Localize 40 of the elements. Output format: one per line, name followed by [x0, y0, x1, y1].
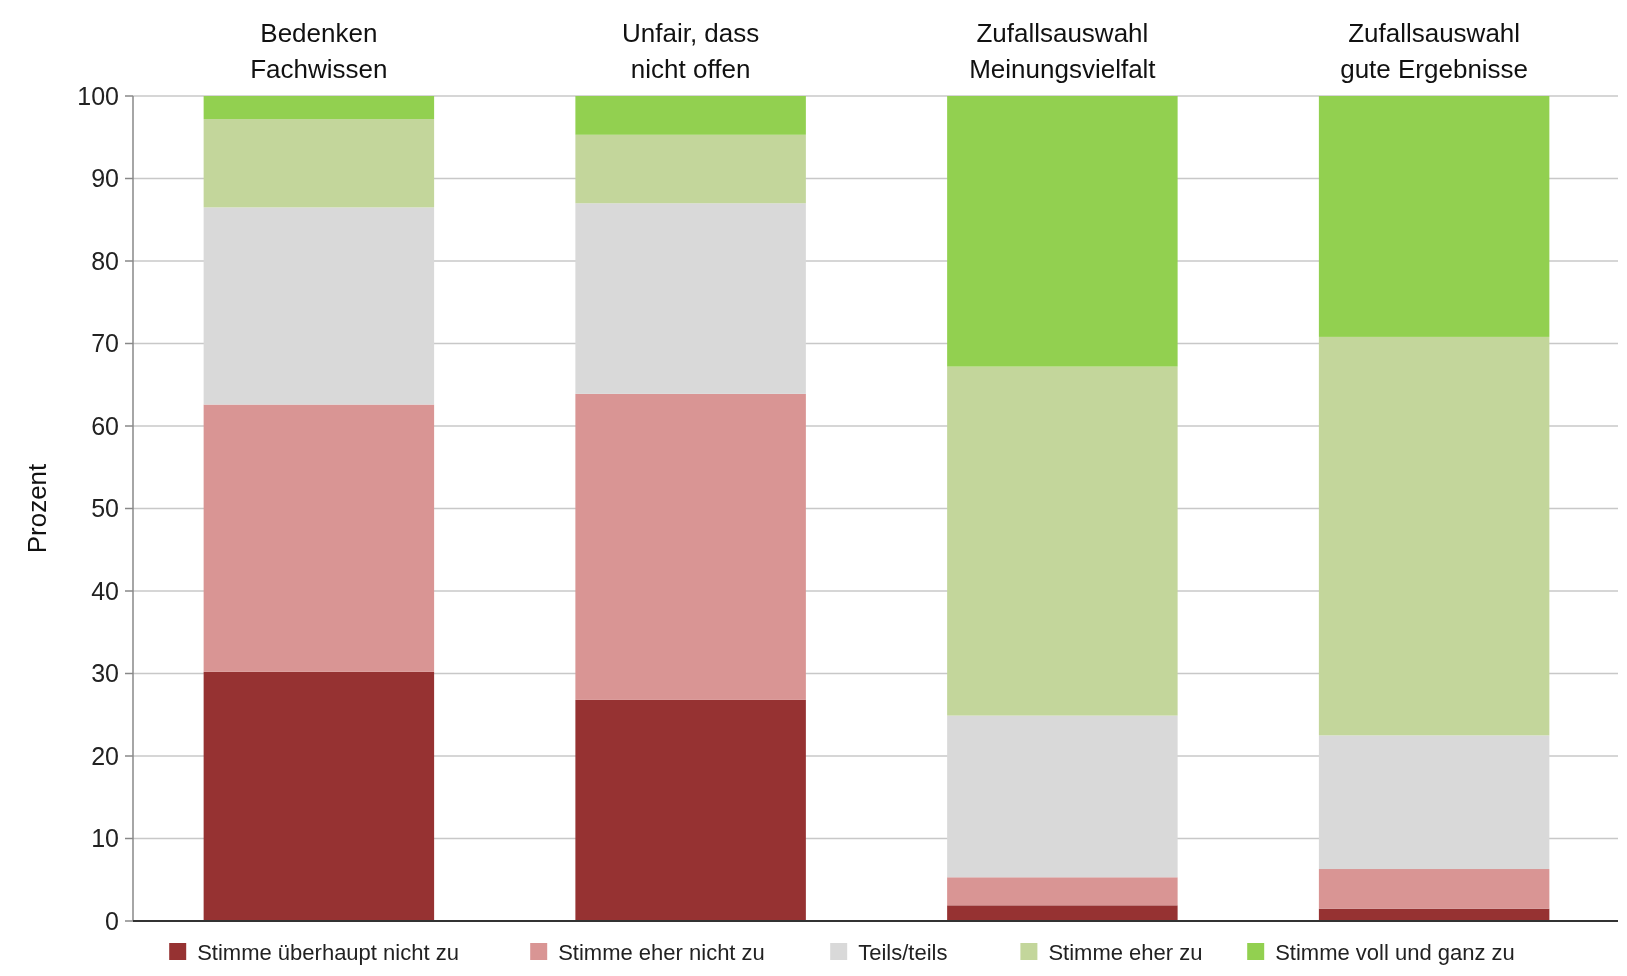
bar — [203, 671, 435, 921]
bar — [947, 96, 1178, 367]
y-tick-label: 70 — [91, 329, 119, 358]
y-axis-title: Prozent — [22, 462, 52, 554]
legend-label: Teils/teils — [858, 939, 948, 965]
bar — [203, 96, 435, 120]
y-tick-label: 0 — [105, 906, 119, 935]
x-tick-label: Unfair, dass nicht offen — [621, 18, 760, 84]
bar — [947, 877, 1178, 906]
legend-label: Stimme eher nicht zu — [558, 939, 765, 965]
bar — [1318, 336, 1550, 736]
y-tick-label: 10 — [91, 824, 119, 853]
bar — [203, 207, 435, 405]
x-tick-label: Zufallsauswahl gute Ergebnisse — [1340, 18, 1529, 84]
x-tick-label: Bedenken Fachwissen — [250, 18, 388, 84]
bar — [575, 393, 806, 700]
y-tick-label: 30 — [91, 659, 119, 688]
y-tick-label: 100 — [77, 81, 119, 110]
bar — [203, 119, 435, 208]
bar — [947, 905, 1178, 921]
y-tick-label: 40 — [91, 576, 119, 605]
bar — [575, 96, 806, 135]
legend-label: Stimme überhaupt nicht zu — [197, 939, 459, 965]
bar — [947, 715, 1178, 878]
bar — [575, 203, 806, 394]
y-tick-label: 80 — [91, 246, 119, 275]
bar — [947, 366, 1178, 716]
x-tick-label: Zufallsauswahl Meinungsvielfalt — [969, 18, 1157, 84]
y-tick-label: 20 — [91, 741, 119, 770]
legend-label: Stimme voll und ganz zu — [1275, 939, 1515, 965]
bar — [575, 699, 806, 921]
bar — [203, 404, 435, 672]
bar — [1318, 96, 1550, 337]
bar — [1318, 735, 1550, 870]
y-tick-label: 90 — [91, 164, 119, 193]
y-tick-label: 60 — [91, 411, 119, 440]
y-tick-label: 50 — [91, 494, 119, 523]
legend-label: Stimme eher zu — [1048, 939, 1203, 965]
bar — [575, 134, 806, 204]
bar — [1318, 869, 1550, 909]
